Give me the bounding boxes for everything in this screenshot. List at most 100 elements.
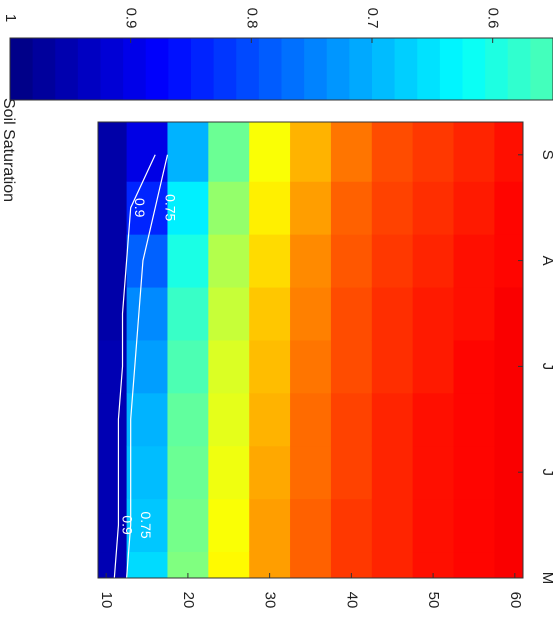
heat-cell bbox=[412, 445, 455, 500]
colorbar-step bbox=[145, 38, 169, 100]
y-tick-label: 20 bbox=[180, 592, 197, 609]
heat-cell bbox=[167, 181, 209, 235]
heat-cell bbox=[167, 122, 209, 182]
heat-cell bbox=[330, 498, 373, 553]
colorbar-step bbox=[507, 38, 531, 100]
heat-cell bbox=[412, 498, 455, 553]
heat-cell bbox=[126, 498, 168, 553]
heat-cell bbox=[98, 122, 128, 182]
heat-cell bbox=[208, 181, 250, 235]
heat-cell bbox=[167, 445, 209, 500]
heat-cell bbox=[412, 181, 455, 235]
contour-line bbox=[126, 154, 169, 579]
x-tick-label: J bbox=[539, 468, 553, 476]
heat-cell bbox=[330, 181, 373, 235]
heat-cell bbox=[249, 445, 291, 500]
heat-cell bbox=[494, 551, 524, 579]
heat-cell bbox=[494, 181, 524, 235]
colorbar-step bbox=[304, 38, 328, 100]
heat-cell bbox=[290, 551, 332, 579]
heat-cell bbox=[453, 234, 495, 288]
colorbar-step bbox=[55, 38, 79, 100]
heat-cell bbox=[371, 122, 414, 182]
heat-cell bbox=[371, 339, 414, 394]
contour-label: 0.75 bbox=[163, 194, 179, 221]
heat-cell bbox=[453, 392, 495, 447]
contour-label: 0.75 bbox=[138, 511, 154, 538]
heat-cell bbox=[290, 445, 332, 500]
colorbar-step bbox=[236, 38, 260, 100]
y-tick-label: 60 bbox=[507, 592, 524, 609]
heat-cell bbox=[494, 392, 524, 447]
plot-frame bbox=[97, 121, 524, 579]
heat-cell bbox=[290, 392, 332, 447]
heat-cell bbox=[453, 287, 495, 341]
heat-cell bbox=[330, 392, 373, 447]
colorbar-step bbox=[349, 38, 373, 100]
heat-cell bbox=[249, 498, 291, 553]
heat-cell bbox=[208, 551, 250, 579]
colorbar-step bbox=[394, 38, 418, 100]
heat-cell bbox=[167, 234, 209, 288]
heat-cell bbox=[290, 234, 332, 288]
x-tick-label: M bbox=[539, 572, 553, 585]
heat-cell bbox=[208, 287, 250, 341]
heat-cell bbox=[494, 498, 524, 553]
colorbar-step bbox=[123, 38, 147, 100]
heat-cell bbox=[98, 498, 128, 553]
heat-cell bbox=[412, 339, 455, 394]
colorbar-tick-label: 0.8 bbox=[243, 8, 260, 29]
heat-cell bbox=[208, 498, 250, 553]
heat-cell bbox=[249, 392, 291, 447]
heat-cell bbox=[453, 445, 495, 500]
colorbar-step bbox=[100, 38, 124, 100]
colorbar-step bbox=[281, 38, 305, 100]
contour-label: 0.9 bbox=[132, 198, 148, 218]
heat-cell bbox=[208, 339, 250, 394]
y-tick-label: 40 bbox=[343, 592, 360, 609]
heat-cell bbox=[249, 339, 291, 394]
colorbar-step bbox=[417, 38, 441, 100]
heat-cell bbox=[126, 287, 168, 341]
x-tick-label: A bbox=[539, 256, 553, 266]
heat-cell bbox=[208, 392, 250, 447]
heat-cell bbox=[330, 287, 373, 341]
heat-cell bbox=[208, 234, 250, 288]
y-tick-label: 50 bbox=[425, 592, 442, 609]
heat-cell bbox=[249, 181, 291, 235]
heat-cell bbox=[167, 498, 209, 553]
heat-cell bbox=[371, 498, 414, 553]
heat-cell bbox=[126, 445, 168, 500]
colorbar-step bbox=[168, 38, 192, 100]
colorbar-step bbox=[10, 38, 34, 100]
colorbar-step bbox=[77, 38, 101, 100]
colorbar-step bbox=[462, 38, 486, 100]
colorbar-tick-label: 0.7 bbox=[364, 8, 381, 29]
heat-cell bbox=[371, 445, 414, 500]
colorbar-tick-label: 1 bbox=[2, 14, 19, 22]
heat-cell bbox=[290, 287, 332, 341]
heat-cell bbox=[167, 392, 209, 447]
heat-cell bbox=[412, 392, 455, 447]
heat-cell bbox=[371, 392, 414, 447]
heat-cell bbox=[126, 392, 168, 447]
heat-cell bbox=[371, 181, 414, 235]
heat-cell bbox=[98, 234, 128, 288]
heat-cell bbox=[330, 234, 373, 288]
heat-cell bbox=[371, 287, 414, 341]
x-tick-label: J bbox=[539, 363, 553, 371]
heat-cell bbox=[98, 392, 128, 447]
heat-cell bbox=[98, 551, 128, 579]
heat-cell bbox=[412, 287, 455, 341]
heat-cell bbox=[249, 122, 291, 182]
colorbar-step bbox=[32, 38, 56, 100]
heat-cell bbox=[371, 551, 414, 579]
heat-cell bbox=[412, 234, 455, 288]
heat-cell bbox=[494, 122, 524, 182]
colorbar-frame bbox=[9, 37, 553, 101]
x-tick-label: S bbox=[539, 150, 553, 160]
colorbar-step bbox=[372, 38, 396, 100]
heat-cell bbox=[98, 181, 128, 235]
heat-cell bbox=[330, 339, 373, 394]
